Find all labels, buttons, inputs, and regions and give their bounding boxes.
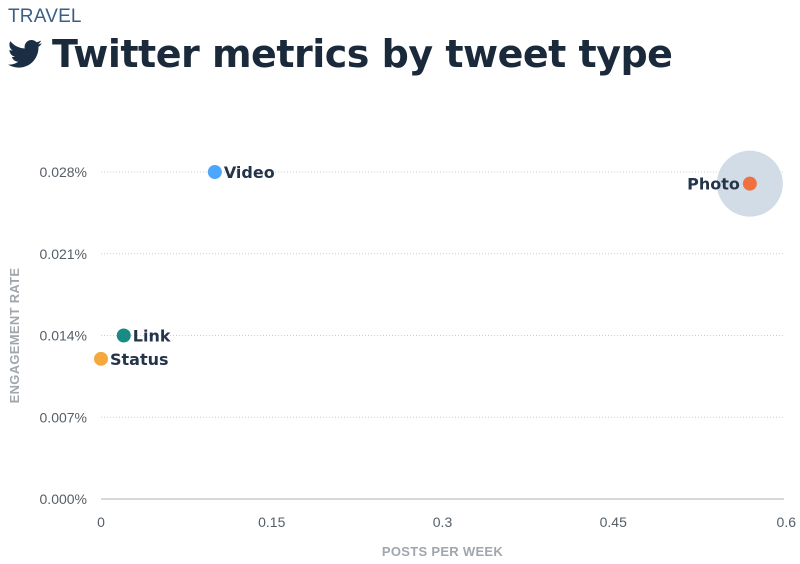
y-tick-label: 0.007%	[40, 409, 87, 425]
y-axis-title: ENGAGEMENT RATE	[7, 268, 22, 404]
y-tick-label: 0.021%	[40, 246, 87, 262]
twitter-bird-icon	[8, 39, 42, 68]
point-status	[94, 351, 108, 366]
x-tick-label: 0	[97, 514, 105, 530]
x-axis-title: POSTS PER WEEK	[382, 544, 504, 559]
y-tick-label: 0.000%	[40, 491, 87, 507]
point-link	[116, 328, 131, 343]
axes: 0.000% 0.007% 0.014% 0.021% 0.028% 0 0.15 0.3 0.…	[40, 164, 797, 530]
x-tick-label: 0.15	[258, 514, 285, 530]
point-label-link: Link	[133, 327, 171, 346]
x-tick-label: 0.6	[777, 514, 797, 530]
section-kicker: TRAVEL	[8, 6, 82, 27]
chart-title: Twitter metrics by tweet type	[52, 32, 673, 76]
title-row: Twitter metrics by tweet type	[8, 32, 673, 76]
point-video	[207, 165, 222, 179]
gridlines	[101, 171, 784, 418]
point-label-photo: Photo	[687, 175, 740, 194]
point-label-video: Video	[224, 163, 275, 182]
y-tick-label: 0.014%	[40, 328, 87, 344]
x-tick-label: 0.3	[433, 514, 453, 530]
x-tick-label: 0.45	[600, 514, 627, 530]
point-photo	[742, 176, 757, 191]
data-points: Video Photo Link Status	[94, 150, 783, 369]
y-tick-label: 0.028%	[40, 164, 87, 180]
point-label-status: Status	[110, 350, 169, 369]
